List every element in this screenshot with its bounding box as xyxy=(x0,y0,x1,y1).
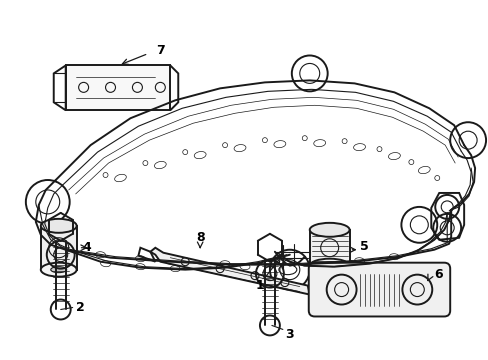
Text: 1: 1 xyxy=(255,279,264,292)
Text: 7: 7 xyxy=(156,44,164,57)
Text: 5: 5 xyxy=(359,240,367,253)
Ellipse shape xyxy=(309,223,349,237)
Ellipse shape xyxy=(309,259,349,273)
Text: 2: 2 xyxy=(76,301,84,314)
Bar xyxy=(65,66,170,110)
Ellipse shape xyxy=(51,267,66,273)
Text: 3: 3 xyxy=(285,328,293,341)
Bar xyxy=(309,230,349,266)
Text: 8: 8 xyxy=(196,231,204,244)
Text: 6: 6 xyxy=(433,268,442,281)
Text: 4: 4 xyxy=(82,241,91,254)
Ellipse shape xyxy=(41,263,77,276)
FancyBboxPatch shape xyxy=(308,263,449,316)
Ellipse shape xyxy=(41,219,77,233)
Bar xyxy=(41,226,77,270)
Polygon shape xyxy=(150,248,309,294)
Ellipse shape xyxy=(320,262,338,269)
